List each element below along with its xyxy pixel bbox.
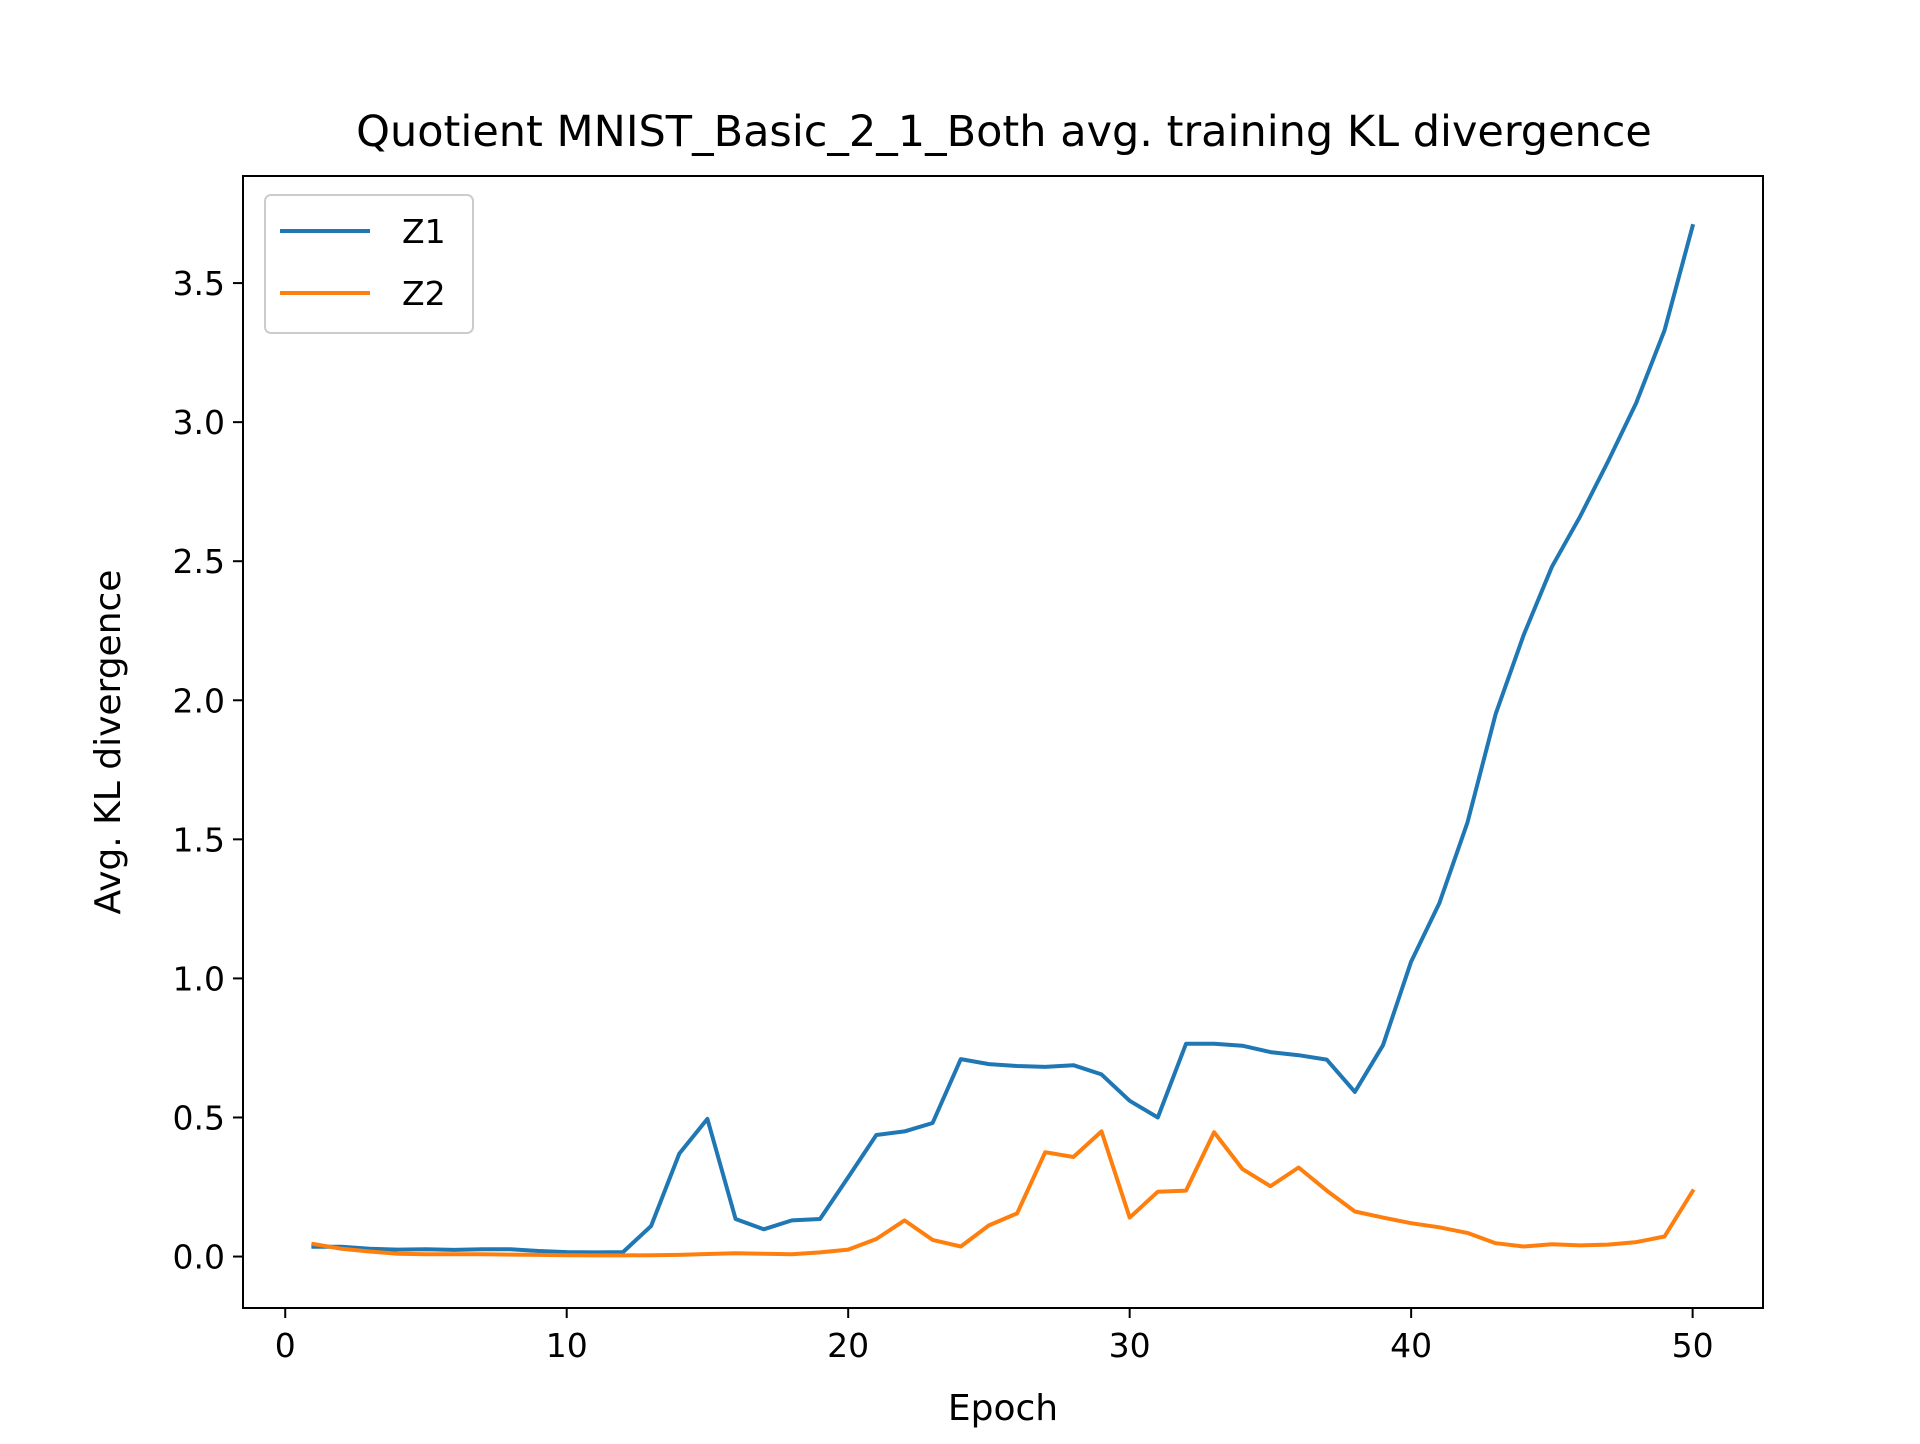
plot-area bbox=[242, 175, 1764, 1309]
y-axis-label: Avg. KL divergence bbox=[88, 570, 129, 915]
series-line-z1 bbox=[311, 223, 1696, 1255]
x-axis: 0 10 20 30 40 50 bbox=[275, 1308, 1714, 1365]
series-layer bbox=[311, 223, 1696, 1258]
y-tick-label: 2.5 bbox=[173, 542, 225, 581]
x-tick-label: 50 bbox=[1672, 1326, 1714, 1365]
chart-title: Quotient MNIST_Basic_2_1_Both avg. train… bbox=[356, 107, 1652, 157]
series-line-z2 bbox=[311, 1129, 1696, 1258]
x-axis-label: Epoch bbox=[948, 1388, 1058, 1429]
y-tick-label: 3.5 bbox=[173, 264, 225, 303]
x-tick-label: 10 bbox=[546, 1326, 588, 1365]
x-tick-label: 30 bbox=[1109, 1326, 1151, 1365]
x-tick-label: 0 bbox=[275, 1326, 296, 1365]
y-axis: 0.0 0.5 1.0 1.5 2.0 2.5 3.0 3.5 bbox=[173, 264, 243, 1277]
y-tick-label: 1.0 bbox=[173, 959, 225, 998]
legend: Z1 Z2 bbox=[264, 194, 474, 334]
y-tick-label: 0.0 bbox=[173, 1238, 225, 1277]
y-tick-label: 3.0 bbox=[173, 403, 225, 442]
y-tick-label: 2.0 bbox=[173, 681, 225, 720]
x-tick-label: 20 bbox=[827, 1326, 869, 1365]
legend-label-z1: Z1 bbox=[402, 212, 446, 251]
x-tick-label: 40 bbox=[1390, 1326, 1432, 1365]
y-tick-label: 0.5 bbox=[173, 1098, 225, 1137]
legend-label-z2: Z2 bbox=[402, 274, 446, 313]
y-tick-label: 1.5 bbox=[173, 820, 225, 859]
